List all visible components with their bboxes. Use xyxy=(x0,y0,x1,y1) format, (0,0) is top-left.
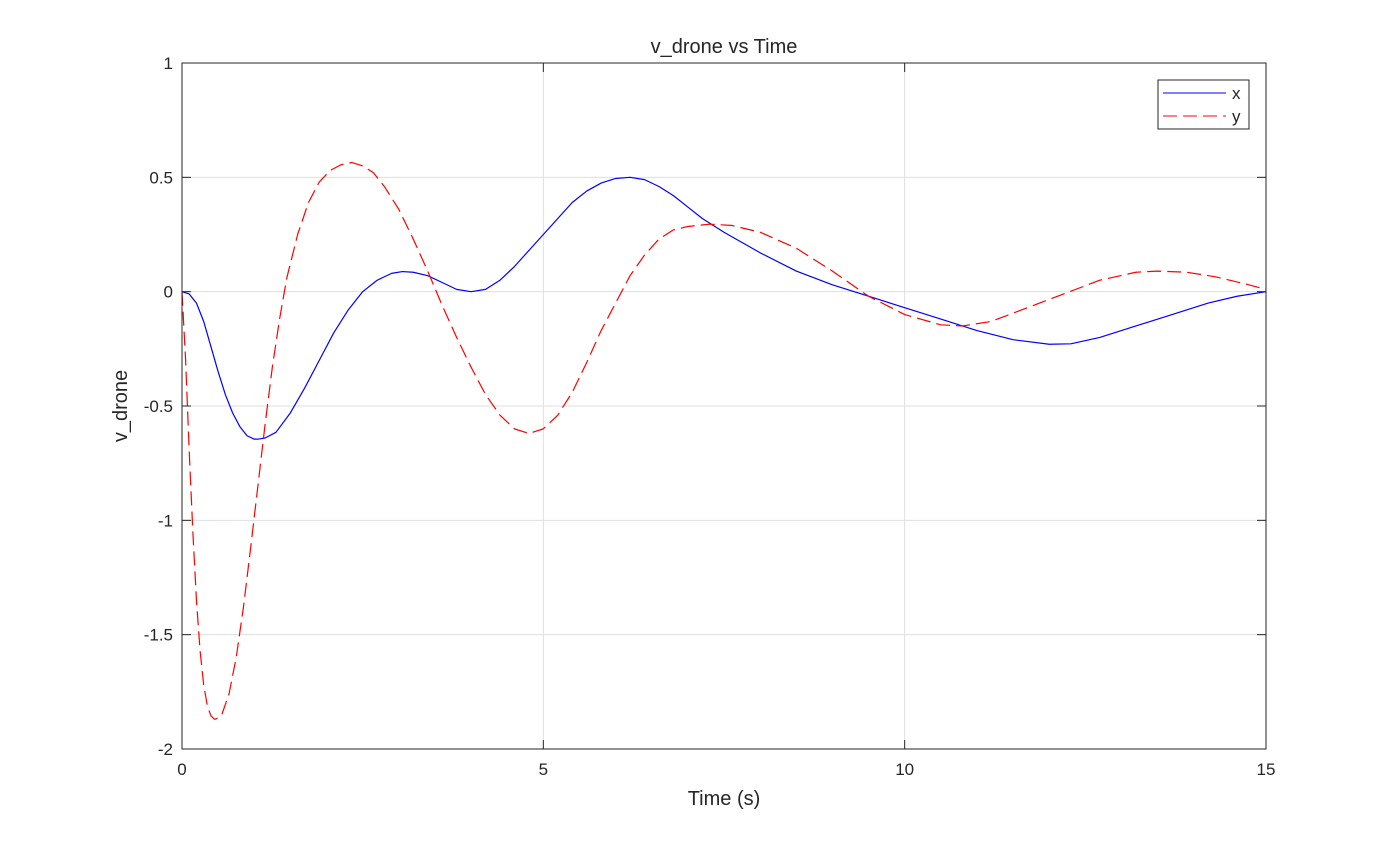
series-group xyxy=(181,161,1267,720)
legend-box xyxy=(1157,79,1250,130)
x-tick-label: 10 xyxy=(895,760,914,779)
y-tick-label: 0 xyxy=(164,283,173,302)
y-tick-label: 1 xyxy=(164,54,173,73)
y-tick-label: -2 xyxy=(158,740,173,759)
series-line-x xyxy=(181,176,1267,440)
chart-title: v_drone vs Time xyxy=(651,36,798,58)
grid xyxy=(182,63,1266,749)
axis-ticks xyxy=(181,62,1267,750)
series-line-y xyxy=(181,161,1267,720)
y-tick-label: -0.5 xyxy=(144,397,173,416)
x-tick-label: 15 xyxy=(1257,760,1276,779)
legend: x y xyxy=(1157,79,1250,130)
y-tick-label: -1 xyxy=(158,511,173,530)
x-tick-label: 5 xyxy=(539,760,548,779)
legend-label-x: x xyxy=(1232,84,1241,103)
x-axis-label: Time (s) xyxy=(688,788,761,810)
tick-labels: 0 5 10 15 -2 -1.5 -1 -0.5 0 0.5 1 xyxy=(144,54,1276,779)
x-tick-label: 0 xyxy=(177,760,186,779)
y-axis-label: v_drone xyxy=(110,370,132,442)
y-tick-label: 0.5 xyxy=(149,168,173,187)
y-tick-label: -1.5 xyxy=(144,626,173,645)
legend-label-y: y xyxy=(1232,107,1241,126)
